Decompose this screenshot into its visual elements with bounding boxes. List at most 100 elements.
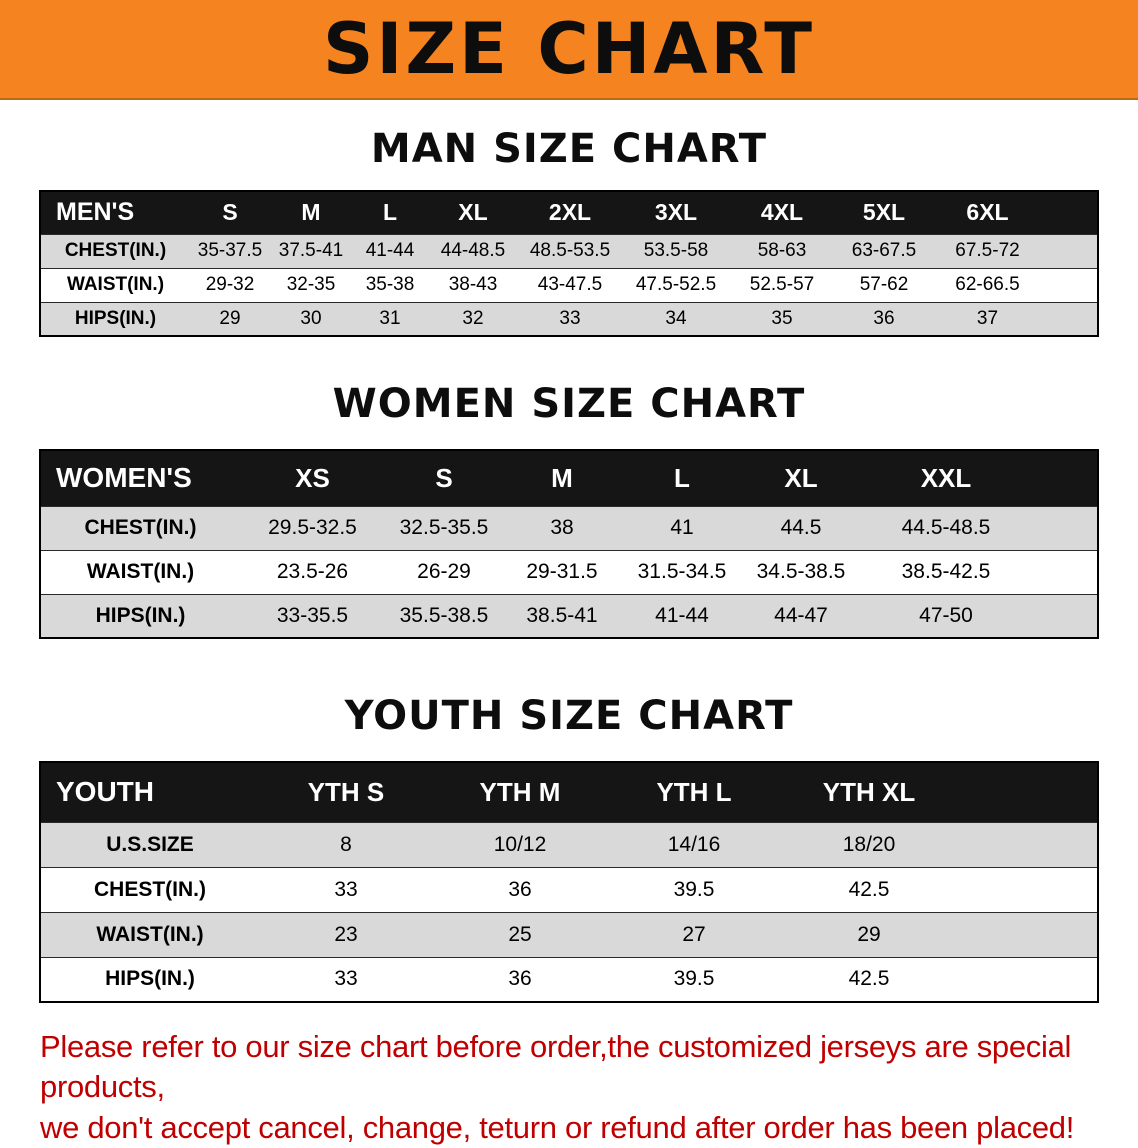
header-cell: 5XL (834, 191, 934, 235)
table-cell: 29.5-32.5 (240, 506, 385, 551)
table-cell: 47.5-52.5 (622, 268, 730, 303)
table-cell: 18/20 (781, 822, 1098, 868)
table-cell: 48.5-53.5 (518, 234, 622, 269)
header-cell: 4XL (730, 191, 834, 235)
table-cell: 29 (781, 912, 1098, 958)
table-cell: 29-31.5 (503, 550, 621, 595)
table-cell: 8 (259, 822, 433, 868)
table-row: CHEST(IN.) 29.5-32.5 32.5-35.5 38 41 44.… (40, 506, 1098, 551)
table-cell: 32.5-35.5 (385, 506, 503, 551)
footer-disclaimer-line2: we don't accept cancel, change, teturn o… (40, 1109, 1075, 1145)
header-cell: XS (240, 450, 385, 507)
table-cell: 38 (503, 506, 621, 551)
table-row: WAIST(IN.) 29-32 32-35 35-38 38-43 43-47… (40, 268, 1098, 303)
table-cell: 36 (433, 957, 607, 1003)
table-cell: 53.5-58 (622, 234, 730, 269)
header-cell: M (270, 191, 352, 235)
table-cell: 32-35 (270, 268, 352, 303)
table-cell: 33 (259, 867, 433, 913)
table-cell: 67.5-72 (934, 234, 1098, 269)
table-row: WAIST(IN.) 23.5-26 26-29 29-31.5 31.5-34… (40, 550, 1098, 595)
table-header-row: MEN'S S M L XL 2XL 3XL 4XL 5XL 6XL (40, 191, 1098, 235)
table-cell: 37 (934, 302, 1098, 337)
table-cell: 36 (433, 867, 607, 913)
table-row: HIPS(IN.) 33 36 39.5 42.5 (40, 957, 1098, 1003)
table-header-row: YOUTH YTH S YTH M YTH L YTH XL (40, 762, 1098, 823)
table-cell: 62-66.5 (934, 268, 1098, 303)
table-cell: 35.5-38.5 (385, 594, 503, 639)
table-cell: 37.5-41 (270, 234, 352, 269)
row-label-cell: HIPS(IN.) (40, 302, 190, 337)
table-cell: 29-32 (190, 268, 270, 303)
row-label-cell: WAIST(IN.) (40, 912, 259, 958)
table-cell: 33-35.5 (240, 594, 385, 639)
header-cell: S (385, 450, 503, 507)
table-cell: 23 (259, 912, 433, 958)
table-row: HIPS(IN.) 33-35.5 35.5-38.5 38.5-41 41-4… (40, 594, 1098, 639)
table-cell: 33 (518, 302, 622, 337)
table-cell: 30 (270, 302, 352, 337)
banner-title: SIZE CHART (322, 8, 816, 90)
womens-size-table: WOMEN'S XS S M L XL XXL CHEST(IN.) 29.5-… (39, 449, 1099, 639)
table-row: CHEST(IN.) 35-37.5 37.5-41 41-44 44-48.5… (40, 234, 1098, 269)
table-cell: 44-47 (743, 594, 859, 639)
table-cell: 63-67.5 (834, 234, 934, 269)
table-cell: 43-47.5 (518, 268, 622, 303)
table-cell: 34.5-38.5 (743, 550, 859, 595)
row-label-cell: CHEST(IN.) (40, 867, 259, 913)
table-row: U.S.SIZE 8 10/12 14/16 18/20 (40, 822, 1098, 868)
mens-size-table: MEN'S S M L XL 2XL 3XL 4XL 5XL 6XL CHEST… (39, 190, 1099, 337)
table-cell: 35-37.5 (190, 234, 270, 269)
table-cell: 44-48.5 (428, 234, 518, 269)
header-cell: M (503, 450, 621, 507)
table-cell: 44.5 (743, 506, 859, 551)
header-cell: L (621, 450, 743, 507)
table-cell: 26-29 (385, 550, 503, 595)
row-label-cell: CHEST(IN.) (40, 234, 190, 269)
footer-disclaimer: Please refer to our size chart before or… (40, 1027, 1108, 1148)
table-cell: 31.5-34.5 (621, 550, 743, 595)
table-cell: 23.5-26 (240, 550, 385, 595)
youth-size-table: YOUTH YTH S YTH M YTH L YTH XL U.S.SIZE … (39, 761, 1099, 1003)
footer-disclaimer-line1: Please refer to our size chart before or… (40, 1029, 1072, 1105)
table-cell: 34 (622, 302, 730, 337)
header-cell: YOUTH (40, 762, 259, 823)
size-chart-banner: SIZE CHART (0, 0, 1138, 100)
row-label-cell: U.S.SIZE (40, 822, 259, 868)
table-cell: 35-38 (352, 268, 428, 303)
header-cell: YTH M (433, 762, 607, 823)
row-label-cell: WAIST(IN.) (40, 550, 240, 595)
women-chart-heading: WOMEN SIZE CHART (332, 381, 806, 427)
table-cell: 32 (428, 302, 518, 337)
table-cell: 38.5-42.5 (859, 550, 1098, 595)
table-cell: 57-62 (834, 268, 934, 303)
table-cell: 27 (607, 912, 781, 958)
header-cell: YTH L (607, 762, 781, 823)
row-label-cell: HIPS(IN.) (40, 957, 259, 1003)
header-cell: YTH S (259, 762, 433, 823)
table-cell: 58-63 (730, 234, 834, 269)
header-cell: 2XL (518, 191, 622, 235)
header-cell: 6XL (934, 191, 1098, 235)
table-cell: 41-44 (352, 234, 428, 269)
header-cell: XL (428, 191, 518, 235)
table-cell: 31 (352, 302, 428, 337)
table-cell: 39.5 (607, 957, 781, 1003)
table-cell: 38.5-41 (503, 594, 621, 639)
table-cell: 29 (190, 302, 270, 337)
table-cell: 10/12 (433, 822, 607, 868)
table-cell: 42.5 (781, 957, 1098, 1003)
table-cell: 35 (730, 302, 834, 337)
header-cell: L (352, 191, 428, 235)
table-header-row: WOMEN'S XS S M L XL XXL (40, 450, 1098, 507)
table-cell: 41-44 (621, 594, 743, 639)
table-cell: 52.5-57 (730, 268, 834, 303)
table-cell: 44.5-48.5 (859, 506, 1098, 551)
table-cell: 38-43 (428, 268, 518, 303)
youth-chart-heading: YOUTH SIZE CHART (344, 693, 794, 739)
table-row: HIPS(IN.) 29 30 31 32 33 34 35 36 37 (40, 302, 1098, 337)
table-cell: 36 (834, 302, 934, 337)
table-cell: 14/16 (607, 822, 781, 868)
row-label-cell: WAIST(IN.) (40, 268, 190, 303)
table-cell: 47-50 (859, 594, 1098, 639)
